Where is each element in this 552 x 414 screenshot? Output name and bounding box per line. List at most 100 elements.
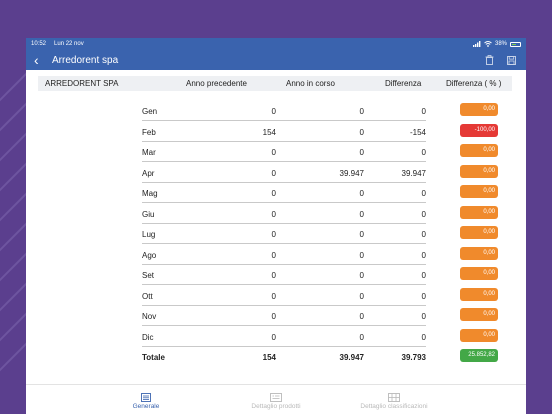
percent-badge: 0,00 [460,103,498,116]
table-row: Set 0 0 0 0,00 [142,266,526,286]
difference-cell: 0 [421,332,426,342]
difference-cell: 39.947 [401,168,426,178]
percent-badge: 0,00 [460,308,498,321]
month-cell: Ago [142,250,157,260]
current-year-cell: 0 [359,127,364,137]
difference-cell: 0 [421,291,426,301]
page-title: Arredorent spa [52,54,119,66]
status-date: Lun 22 nov [54,41,84,47]
previous-year-cell: 0 [271,189,276,198]
previous-year-cell: 0 [271,230,276,239]
previous-year-cell: 0 [271,107,276,116]
row-divider [142,181,426,183]
difference-cell: 0 [421,250,426,260]
difference-cell: 0 [421,189,426,198]
row-divider [142,140,426,142]
tab-generale[interactable]: Generale [86,385,206,414]
row-divider [142,222,426,224]
percent-badge: 0,00 [460,185,498,198]
current-year-cell: 0 [359,291,364,301]
table-row: Ott 0 0 0 0,00 [142,287,526,307]
total-percent-badge: 25.852,82 [460,349,498,362]
table-row: Giu 0 0 0 0,00 [142,205,526,225]
row-divider [142,243,426,244]
percent-badge: 0,00 [460,287,498,301]
month-cell: Gen [142,107,158,116]
percent-badge: -100,00 [460,123,498,137]
current-year-cell: 0 [359,332,364,342]
previous-year-cell: 0 [271,209,276,219]
current-year-cell: 0 [359,250,364,260]
table-row: Feb 154 0 -154 -100,00 [142,123,526,143]
battery-icon [510,41,521,47]
current-year-cell: 39.947 [339,168,364,178]
current-year-cell: 0 [359,271,364,280]
header-difference: Differenza [385,79,422,88]
tab-dettaglio-prodotti-label: Dettaglio prodotti [251,403,301,410]
row-divider [142,161,426,162]
delete-button[interactable] [482,53,496,67]
total-row: Totale 154 39.947 39.793 25.852,82 [142,348,526,368]
tab-dettaglio-classificazioni[interactable]: Dettaglio classificazioni [334,385,454,414]
current-year-cell: 0 [359,148,364,157]
cellular-signal-icon [472,41,481,47]
difference-cell: 0 [421,230,426,239]
current-year-cell: 0 [359,312,364,321]
status-bar: 10:52 Lun 22 nov 38% [26,38,526,50]
month-cell: Set [142,271,155,280]
total-label: Totale [142,353,165,362]
tab-generale-label: Generale [132,403,160,410]
back-button[interactable]: ‹ [34,52,39,68]
app-window: 10:52 Lun 22 nov 38% ‹ Arredorent spa AR… [26,38,526,414]
previous-year-cell: 0 [271,168,276,178]
table-row: Ago 0 0 0 0,00 [142,246,526,266]
row-divider [142,345,426,347]
battery-percent: 38% [494,41,507,47]
tab-bar: Generale Dettaglio prodotti Dettaglio cl… [26,384,526,414]
wifi-icon [484,41,492,47]
tab-dettaglio-classificazioni-label: Dettaglio classificazioni [360,403,428,410]
table-row: Dic 0 0 0 0,00 [142,328,526,348]
previous-year-cell: 0 [271,312,276,321]
percent-badge: 0,00 [460,205,498,219]
row-divider [142,325,426,326]
list-icon [141,393,151,402]
previous-year-cell: 0 [271,250,276,260]
status-time: 10:52 [31,41,47,47]
trash-icon [485,55,493,65]
table-row: Nov 0 0 0 0,00 [142,307,526,327]
previous-year-cell: 154 [262,127,276,137]
previous-year-cell: 0 [271,332,276,342]
header-difference-percent: Differenza ( % ) [446,79,502,88]
month-cell: Giu [142,209,155,219]
current-year-cell: 0 [359,107,364,116]
month-cell: Ott [142,291,153,301]
classification-icon [388,393,400,402]
row-divider [142,263,426,265]
table-row: Mag 0 0 0 0,00 [142,184,526,204]
header-previous-year: Anno precedente [186,79,247,88]
previous-year-cell: 0 [271,148,276,157]
total-diff: 39.793 [401,353,426,362]
percent-badge: 0,00 [460,164,498,178]
table-row: Gen 0 0 0 0,00 [142,102,526,122]
save-button[interactable] [504,53,518,67]
percent-badge: 0,00 [460,246,498,260]
report-content: ARREDORENT SPA Anno precedente Anno in c… [26,70,526,382]
current-year-cell: 0 [359,230,364,239]
current-year-cell: 0 [359,209,364,219]
month-cell: Feb [142,127,156,137]
previous-year-cell: 0 [271,271,276,280]
total-prev: 154 [262,353,276,362]
month-cell: Mar [142,148,156,157]
table-header: ARREDORENT SPA Anno precedente Anno in c… [38,76,512,91]
header-current-year: Anno in corso [286,79,335,88]
tab-dettaglio-prodotti[interactable]: Dettaglio prodotti [216,385,336,414]
previous-year-cell: 0 [271,291,276,301]
percent-badge: 0,00 [460,267,498,280]
month-cell: Dic [142,332,154,342]
difference-cell: 0 [421,148,426,157]
row-divider [142,304,426,306]
difference-cell: -154 [409,127,426,137]
month-cell: Lug [142,230,156,239]
